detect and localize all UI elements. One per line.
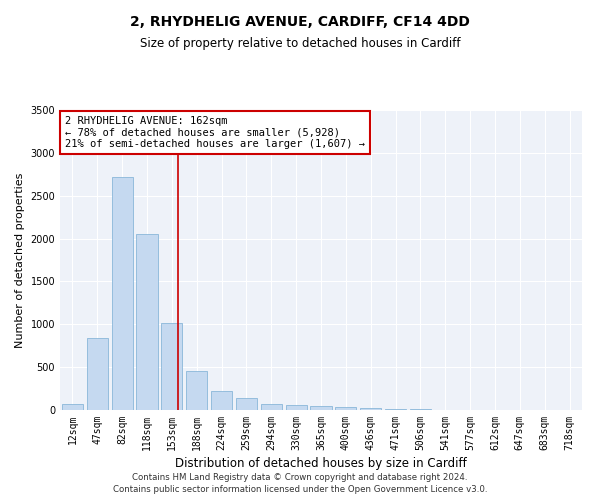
Bar [62, 404, 83, 410]
Bar [136, 234, 158, 410]
Bar [360, 408, 381, 410]
X-axis label: Distribution of detached houses by size in Cardiff: Distribution of detached houses by size … [175, 457, 467, 470]
Bar [385, 409, 406, 410]
Text: 2 RHYDHELIG AVENUE: 162sqm
← 78% of detached houses are smaller (5,928)
21% of s: 2 RHYDHELIG AVENUE: 162sqm ← 78% of deta… [65, 116, 365, 149]
Bar [87, 338, 108, 410]
Bar [236, 398, 257, 410]
Bar [211, 391, 232, 410]
Bar [310, 406, 332, 410]
Y-axis label: Number of detached properties: Number of detached properties [15, 172, 25, 348]
Bar [335, 408, 356, 410]
Bar [261, 404, 282, 410]
Text: Size of property relative to detached houses in Cardiff: Size of property relative to detached ho… [140, 38, 460, 51]
Bar [161, 324, 182, 410]
Bar [112, 177, 133, 410]
Text: Contains public sector information licensed under the Open Government Licence v3: Contains public sector information licen… [113, 485, 487, 494]
Bar [286, 405, 307, 410]
Bar [186, 372, 207, 410]
Text: 2, RHYDHELIG AVENUE, CARDIFF, CF14 4DD: 2, RHYDHELIG AVENUE, CARDIFF, CF14 4DD [130, 15, 470, 29]
Text: Contains HM Land Registry data © Crown copyright and database right 2024.: Contains HM Land Registry data © Crown c… [132, 472, 468, 482]
